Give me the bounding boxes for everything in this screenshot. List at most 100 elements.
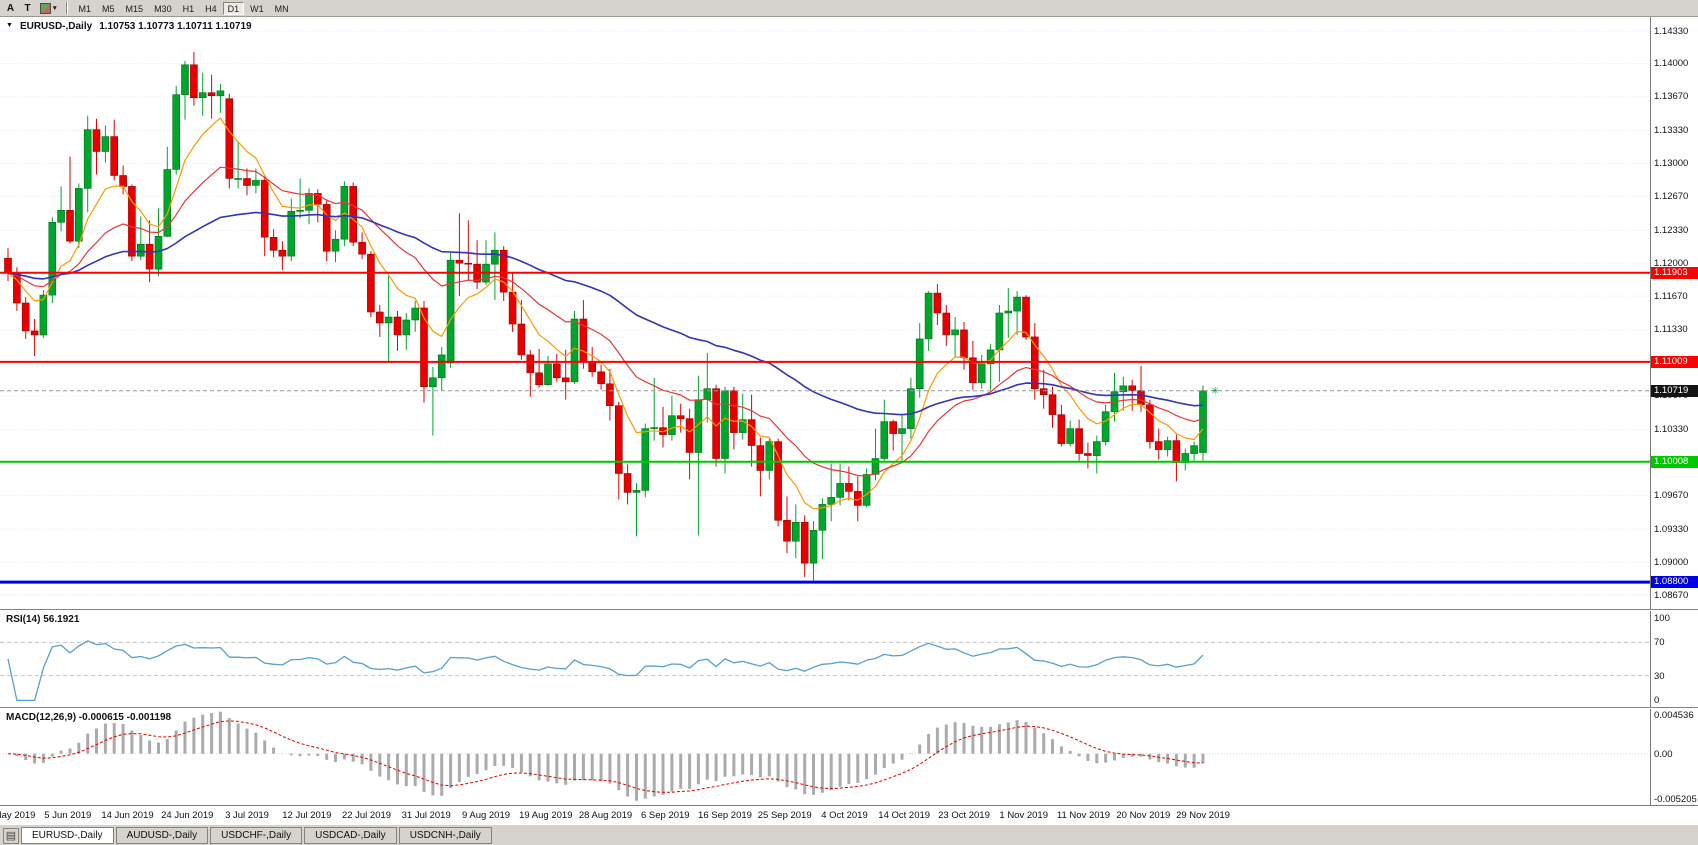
alert-marker-icon[interactable]: ✳ <box>1211 386 1219 397</box>
date-label: 1 Nov 2019 <box>999 810 1048 821</box>
date-label: 29 Nov 2019 <box>1176 810 1230 821</box>
chart-list-icon[interactable]: ▤ <box>3 827 19 844</box>
date-label: 14 Jun 2019 <box>101 810 154 821</box>
timeframe-button-m1[interactable]: M1 <box>74 2 97 15</box>
ma-slow-line <box>7 211 1204 416</box>
text-tool-button[interactable]: T <box>20 1 35 15</box>
rsi-tick-label: 100 <box>1654 612 1670 624</box>
price-tick-label: 1.12330 <box>1654 224 1689 236</box>
rsi-tick-label: 0 <box>1654 695 1660 707</box>
pane-separator[interactable] <box>0 609 1698 611</box>
date-label: 25 Sep 2019 <box>757 810 812 821</box>
date-label: 3 Jul 2019 <box>225 810 269 821</box>
resistance-line-1-price-label: 1.11903 <box>1651 266 1698 279</box>
macd-title: MACD(12,26,9) -0.000615 -0.001198 <box>6 712 172 723</box>
date-label: 6 Sep 2019 <box>640 810 690 821</box>
tab-usdcad-daily[interactable]: USDCAD-,Daily <box>304 827 397 844</box>
rsi-chart[interactable] <box>0 611 1650 707</box>
price-tick-label: 1.09000 <box>1654 556 1689 568</box>
date-label: 24 Jun 2019 <box>161 810 214 821</box>
candles-layer <box>4 51 1207 584</box>
price-tick-label: 1.13670 <box>1654 91 1689 103</box>
price-tick-label: 1.12670 <box>1654 190 1689 202</box>
price-axis[interactable]: 1.14330 1.14000 1.13670 1.13330 1.13000 1.126… <box>1650 17 1698 609</box>
support-line-1-price-label: 1.10008 <box>1651 455 1698 468</box>
candlestick-chart[interactable]: ✳ <box>0 17 1650 609</box>
tab-audusd-daily[interactable]: AUDUSD-,Daily <box>115 827 209 844</box>
macd-tick-label: 0.004536 <box>1654 710 1694 721</box>
one-click-arrow-icon[interactable]: ▼ <box>6 22 13 29</box>
price-tick-label: 1.09330 <box>1654 523 1689 535</box>
symbol-period-label: EURUSD-,Daily <box>19 21 93 32</box>
price-tick-label: 1.13000 <box>1654 158 1689 169</box>
macd-chart[interactable] <box>0 709 1650 805</box>
date-label: 14 Oct 2019 <box>878 810 931 821</box>
date-label: 5 Jun 2019 <box>44 810 92 821</box>
timeframe-button-m5[interactable]: M5 <box>97 2 120 15</box>
rsi-title: RSI(14) 56.1921 <box>6 614 80 625</box>
rsi-line <box>7 640 1204 702</box>
price-tick-label: 1.11330 <box>1654 324 1688 336</box>
price-tick-label: 1.09670 <box>1654 489 1689 501</box>
date-label: 23 Oct 2019 <box>938 810 990 821</box>
timeframe-bar: M1 M5 M15 M30 H1 H4 D1 W1 MN <box>74 1 294 15</box>
objects-dropdown-button[interactable]: ▾ <box>37 1 60 15</box>
date-label: 28 Aug 2019 <box>578 810 633 821</box>
timeframe-button-mn[interactable]: MN <box>270 2 294 15</box>
rsi-tick-label: 30 <box>1654 670 1665 682</box>
toolbar-separator <box>65 2 68 14</box>
price-tick-label: 1.08670 <box>1654 589 1689 601</box>
ma-fast-line <box>7 117 1204 510</box>
date-label: 19 Aug 2019 <box>519 810 573 821</box>
chart-tab-bar: ▤ EURUSD-,Daily AUDUSD-,Daily USDCHF-,Dail… <box>0 824 1698 845</box>
macd-pane[interactable]: MACD(12,26,9) -0.000615 -0.001198 0.0045… <box>0 709 1698 805</box>
resistance-line-2-price-label: 1.11009 <box>1651 355 1698 368</box>
tab-usdcnh-daily[interactable]: USDCNH-,Daily <box>398 827 492 844</box>
date-label: 22 Jul 2019 <box>341 810 392 821</box>
ma-mid-line <box>7 166 1204 477</box>
macd-tick-label: -0.005205 <box>1654 794 1697 805</box>
timeframe-button-d1[interactable]: D1 <box>222 1 245 15</box>
tab-eurusd-daily[interactable]: EURUSD-,Daily <box>21 827 114 844</box>
date-label: 20 Nov 2019 <box>1116 810 1171 821</box>
time-axis[interactable]: 27 May 2019 5 Jun 2019 14 Jun 2019 24 Jun 2… <box>0 805 1698 824</box>
date-label: 12 Jul 2019 <box>282 810 332 821</box>
date-label: 11 Nov 2019 <box>1056 810 1111 821</box>
top-toolbar: A T ▾ M1 M5 M15 M30 H1 H4 D1 W1 MN <box>0 0 1698 17</box>
shapes-icon <box>40 2 51 14</box>
chart-title: ▼ EURUSD-,Daily 1.10753 1.10773 1.10711 … <box>6 21 252 32</box>
chevron-down-icon: ▾ <box>53 4 57 12</box>
date-label: 4 Oct 2019 <box>821 810 868 821</box>
date-label: 31 Jul 2019 <box>401 810 451 821</box>
rsi-pane[interactable]: RSI(14) 56.1921 100 70 30 0 <box>0 611 1698 707</box>
bid-price-label: 1.10719 <box>1651 384 1698 397</box>
price-tick-label: 1.12000 <box>1654 257 1689 269</box>
price-tick-label: 1.14330 <box>1654 25 1689 37</box>
chart-tabs: EURUSD-,Daily AUDUSD-,Daily USDCHF-,Daily U… <box>21 827 492 844</box>
price-tick-label: 1.14000 <box>1654 58 1689 70</box>
price-tick-label: 1.13330 <box>1654 125 1689 137</box>
main-chart-pane[interactable]: ✳ ▼ EURUSD-,Daily 1.10753 1.10773 1.1071… <box>0 17 1698 609</box>
timeframe-button-w1[interactable]: W1 <box>245 2 269 15</box>
ohlc-readout: 1.10753 1.10773 1.10711 1.10719 <box>99 21 252 32</box>
rsi-tick-label: 70 <box>1654 637 1665 649</box>
timeframe-button-m30[interactable]: M30 <box>149 2 177 15</box>
macd-signal-line <box>7 720 1204 793</box>
date-label: 27 May 2019 <box>0 810 36 821</box>
tab-usdchf-daily[interactable]: USDCHF-,Daily <box>210 827 303 844</box>
price-tick-label: 1.10330 <box>1654 424 1689 436</box>
timeframe-button-m15[interactable]: M15 <box>121 2 149 15</box>
timeframe-button-h4[interactable]: H4 <box>200 2 222 15</box>
macd-histogram <box>15 711 1205 801</box>
macd-axis[interactable]: 0.004536 0.00 -0.005205 <box>1650 709 1698 805</box>
date-label: 16 Sep 2019 <box>698 810 752 821</box>
date-label: 9 Aug 2019 <box>461 810 511 821</box>
timeframe-button-h1[interactable]: H1 <box>178 2 200 15</box>
macd-tick-label: 0.00 <box>1654 748 1673 760</box>
rsi-axis[interactable]: 100 70 30 0 <box>1650 611 1698 707</box>
arrow-text-tool-button[interactable]: A <box>3 1 18 15</box>
price-tick-label: 1.11670 <box>1654 290 1688 302</box>
pane-separator[interactable] <box>0 707 1698 709</box>
support-line-2-price-label: 1.08800 <box>1651 576 1698 589</box>
